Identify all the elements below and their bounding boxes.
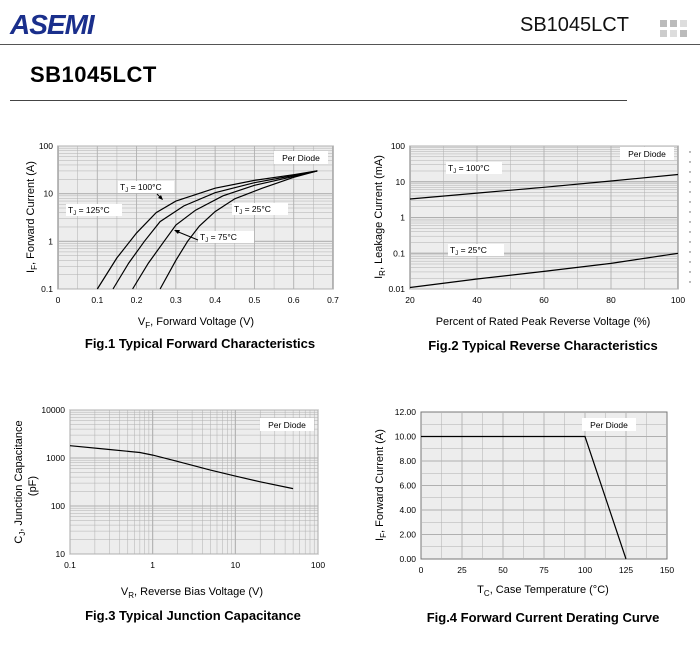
plot-area — [69, 409, 319, 555]
legend-box — [620, 147, 674, 160]
x-axis-label: TC, Case Temperature (°C) — [477, 584, 609, 598]
series-label: TJ = 100°C — [448, 163, 490, 175]
per-diode-label: Per Diode — [590, 420, 628, 430]
x-tick-label: 0 — [56, 295, 61, 305]
series-line — [159, 170, 318, 290]
y-tick-label: 10 — [56, 549, 66, 559]
decorative-dots-icon — [660, 20, 687, 37]
x-axis-label: VF, Forward Voltage (V) — [138, 316, 254, 330]
label-pointers — [156, 193, 199, 241]
per-diode-label: Per Diode — [268, 420, 306, 430]
series-line — [112, 170, 318, 290]
y-axis-label: IR, Leakage Current (mA) — [373, 155, 387, 279]
y-tick-label: 6.00 — [399, 481, 416, 491]
legend-box — [582, 418, 636, 431]
x-tick-label: 100 — [671, 295, 685, 305]
x-tick-label: 0.5 — [249, 295, 261, 305]
series-label: TJ = 25°C — [234, 204, 271, 216]
page-title: SB1045LCT — [30, 62, 157, 87]
x-tick-label: 0.7 — [327, 295, 339, 305]
series-line — [132, 170, 318, 290]
x-axis-label: Percent of Rated Peak Reverse Voltage (%… — [436, 316, 651, 328]
y-tick-label: 0.1 — [41, 284, 53, 294]
x-tick-label: 0.6 — [288, 295, 300, 305]
x-tick-label: 40 — [472, 295, 482, 305]
x-tick-label: 100 — [311, 560, 325, 570]
x-tick-label: 20 — [405, 295, 415, 305]
y-axis-label: CJ, Junction Capacitance — [13, 420, 27, 543]
legend-box — [260, 418, 314, 431]
series-label: TJ = 100°C — [120, 182, 162, 194]
header-part-number: SB1045LCT — [520, 14, 629, 36]
x-tick-label: 50 — [498, 565, 508, 575]
logo-wordmark: ASEMI — [9, 9, 96, 40]
x-tick-label: 1 — [150, 560, 155, 570]
x-tick-label: 80 — [606, 295, 616, 305]
x-tick-label: 0.3 — [170, 295, 182, 305]
series-label: TJ = 125°C — [68, 205, 110, 217]
series-label: TJ = 25°C — [450, 245, 487, 257]
y-tick-label: 10000 — [41, 405, 65, 415]
series-line — [409, 252, 679, 289]
y-tick-label: 10 — [44, 189, 54, 199]
x-tick-label: 0.1 — [91, 295, 103, 305]
series-line — [409, 173, 679, 200]
series-line — [96, 170, 318, 290]
y-tick-label: 10.00 — [395, 432, 417, 442]
y-tick-label: 0.1 — [393, 248, 405, 258]
y-axis-label: IF, Forward Current (A) — [25, 161, 39, 273]
y-tick-label: 1 — [400, 213, 405, 223]
y-tick-label: 4.00 — [399, 505, 416, 515]
y-tick-label: 1000 — [46, 453, 65, 463]
figure-caption: Fig.1 Typical Forward Characteristics — [85, 336, 315, 351]
series-line — [69, 445, 294, 490]
x-tick-label: 150 — [660, 565, 674, 575]
per-diode-label: Per Diode — [628, 149, 666, 159]
x-tick-label: 0.4 — [209, 295, 221, 305]
x-tick-label: 0.2 — [131, 295, 143, 305]
x-tick-label: 125 — [619, 565, 633, 575]
y-axis-label-unit: (pF) — [27, 476, 39, 496]
y-tick-label: 1 — [48, 236, 53, 246]
chart-3: 0.1 1 10 100 10 100 1000 10000 Per Diode VR, Reve… — [13, 405, 325, 623]
x-tick-label: 10 — [231, 560, 241, 570]
asemi-logo: ASEMI — [9, 9, 97, 40]
series-label: TJ = 75°C — [200, 232, 237, 244]
figure-caption: Fig.3 Typical Junction Capacitance — [85, 608, 301, 623]
y-tick-label: 0.00 — [399, 554, 416, 564]
series-line — [421, 435, 627, 560]
y-tick-label: 0.01 — [388, 284, 405, 294]
x-tick-label: 25 — [457, 565, 467, 575]
y-tick-label: 10 — [396, 177, 406, 187]
edge-dots — [689, 151, 691, 283]
x-tick-label: 0.1 — [64, 560, 76, 570]
figure-caption: Fig.4 Forward Current Derating Curve — [427, 610, 660, 625]
x-tick-label: 75 — [539, 565, 549, 575]
chart-4: 0 25 50 75 100 125 150 0.00 2.00 4.00 6.00 8.00 10.0… — [374, 407, 674, 625]
x-tick-label: 100 — [578, 565, 592, 575]
header-divider — [0, 44, 700, 45]
per-diode-label: Per Diode — [282, 153, 320, 163]
y-tick-label: 2.00 — [399, 530, 416, 540]
x-axis-label: VR, Reverse Bias Voltage (V) — [121, 586, 263, 600]
x-tick-label: 60 — [539, 295, 549, 305]
y-tick-label: 100 — [39, 141, 53, 151]
y-tick-label: 100 — [391, 141, 405, 151]
y-tick-label: 8.00 — [399, 456, 416, 466]
figure-caption: Fig.2 Typical Reverse Characteristics — [428, 338, 658, 353]
y-axis-label: IF, Forward Current (A) — [374, 429, 388, 541]
x-tick-label: 0 — [419, 565, 424, 575]
y-tick-label: 12.00 — [395, 407, 417, 417]
y-tick-label: 100 — [51, 501, 65, 511]
legend-box — [274, 151, 328, 164]
title-divider — [10, 100, 627, 101]
chart-2: 20 40 60 80 100 0.01 0.1 1 10 100 Per Diode Percent… — [373, 141, 685, 353]
